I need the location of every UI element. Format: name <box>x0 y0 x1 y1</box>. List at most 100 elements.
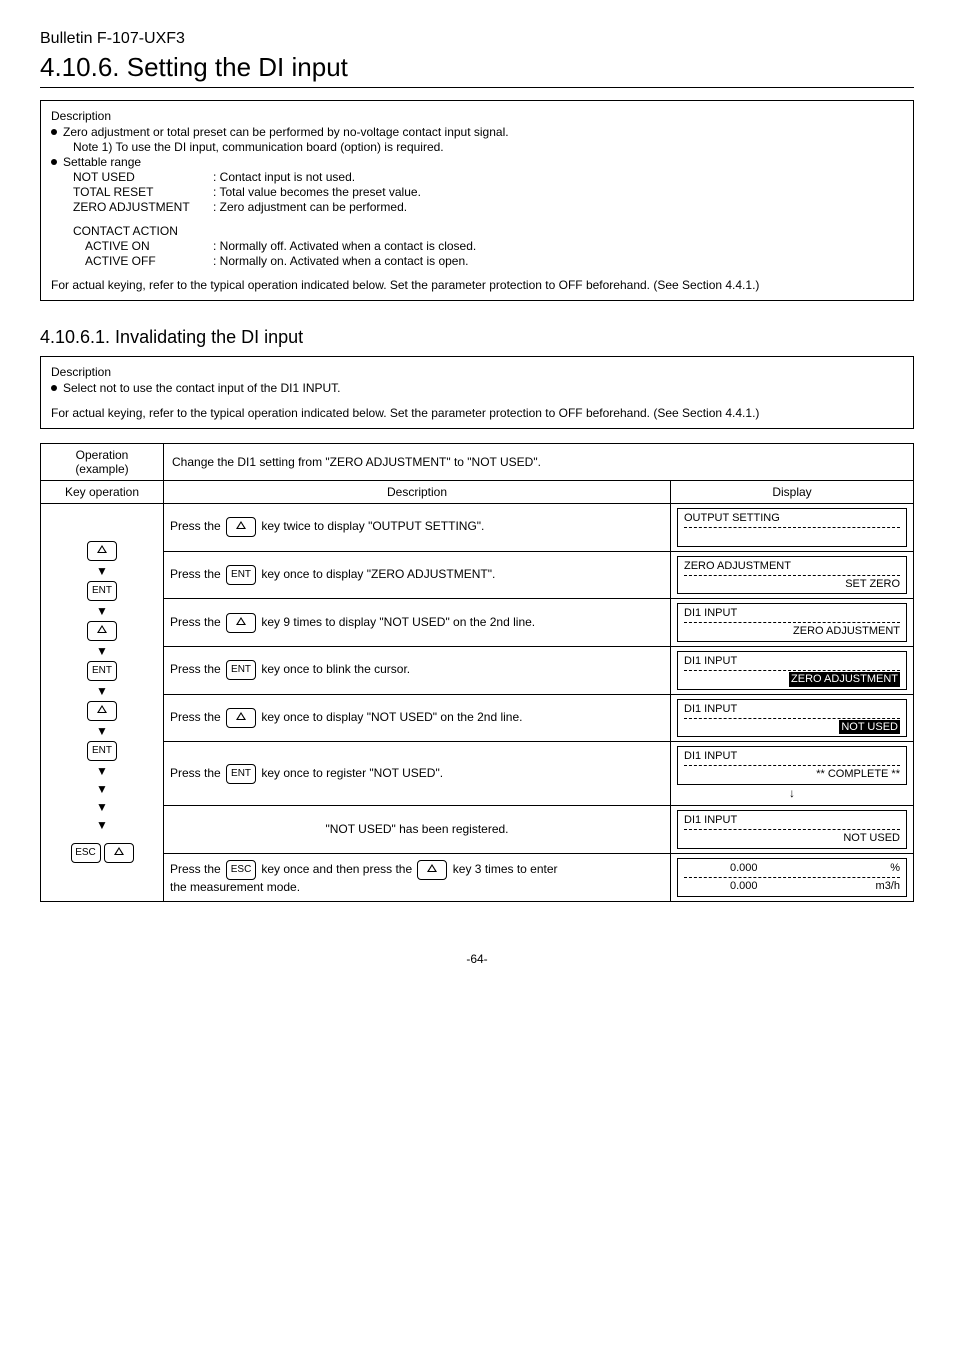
range-key: ZERO ADJUSTMENT <box>73 200 213 214</box>
lcd-inverted-text: NOT USED <box>839 720 900 735</box>
bullet-item: Select not to use the contact input of t… <box>51 381 903 395</box>
up-key-icon <box>87 541 117 561</box>
step-description: Press the ENT key once to register "NOT … <box>164 742 671 806</box>
desc-pre: Press the <box>170 862 224 876</box>
up-key-icon <box>104 843 134 863</box>
lcd-line2: ZERO ADJUSTMENT <box>684 624 900 639</box>
dashed-separator <box>684 829 900 830</box>
lcd-line2: ZERO ADJUSTMENT <box>684 672 900 687</box>
contact-action-label: CONTACT ACTION <box>73 224 903 238</box>
note-text: Note 1) To use the DI input, communicati… <box>73 140 903 154</box>
display-cell: 0.000 % 0.000 m3/h <box>671 853 914 901</box>
lcd-bottom-left: 0.000 <box>684 879 758 894</box>
lcd-display: DI1 INPUT ZERO ADJUSTMENT <box>677 603 907 642</box>
range-row: TOTAL RESET : Total value becomes the pr… <box>73 185 903 199</box>
bullet-dot-icon <box>51 385 57 391</box>
bullet-text: Zero adjustment or total preset can be p… <box>63 125 509 139</box>
range-val: : Total value becomes the preset value. <box>213 185 421 199</box>
desc-pre: Press the <box>170 615 224 629</box>
contact-row: ACTIVE OFF : Normally on. Activated when… <box>85 254 903 268</box>
operation-table: Operation (example) Change the DI1 setti… <box>40 443 914 902</box>
bullet-dot-icon <box>51 159 57 165</box>
ent-key-icon: ENT <box>87 661 117 681</box>
down-arrow-icon: ▼ <box>96 801 108 813</box>
down-arrow-icon: ▼ <box>96 725 108 737</box>
step-description: Press the ENT key once to display "ZERO … <box>164 551 671 599</box>
range-val: : Contact input is not used. <box>213 170 355 184</box>
down-arrow-icon: ▼ <box>96 565 108 577</box>
lcd-line1: DI1 INPUT <box>684 702 900 717</box>
display-cell: DI1 INPUT ZERO ADJUSTMENT <box>671 647 914 695</box>
lcd-top-right: % <box>890 861 900 876</box>
lcd-display: DI1 INPUT ** COMPLETE ** <box>677 746 907 785</box>
display-header: Display <box>671 481 914 504</box>
desc-mid: key once and then press the <box>258 862 415 876</box>
range-key: TOTAL RESET <box>73 185 213 199</box>
range-row: NOT USED : Contact input is not used. <box>73 170 903 184</box>
bullet-item: Zero adjustment or total preset can be p… <box>51 125 903 139</box>
page-number: -64- <box>40 952 914 966</box>
desc-pre: Press the <box>170 520 224 534</box>
display-cell: DI1 INPUT ZERO ADJUSTMENT <box>671 599 914 647</box>
lcd-display: DI1 INPUT NOT USED <box>677 699 907 738</box>
step-description: Press the key twice to display "OUTPUT S… <box>164 504 671 552</box>
up-key-icon <box>226 517 256 537</box>
down-arrow-icon: ▼ <box>96 605 108 617</box>
lcd-line2: SET ZERO <box>684 577 900 592</box>
desc-post: key once to blink the cursor. <box>258 663 410 677</box>
dashed-separator <box>684 527 900 528</box>
lcd-line2: NOT USED <box>684 831 900 846</box>
desc-pre: Press the <box>170 766 224 780</box>
display-cell: ZERO ADJUSTMENT SET ZERO <box>671 551 914 599</box>
desc-post: key once to register "NOT USED". <box>258 766 443 780</box>
ent-key-icon: ENT <box>87 741 117 761</box>
page-title: 4.10.6. Setting the DI input <box>40 52 914 83</box>
lcd-line1: DI1 INPUT <box>684 749 900 764</box>
display-cell: DI1 INPUT NOT USED <box>671 806 914 854</box>
lcd-line1: ZERO ADJUSTMENT <box>684 559 900 574</box>
up-key-icon <box>87 701 117 721</box>
down-arrow-icon: ▼ <box>96 685 108 697</box>
bullet-dot-icon <box>51 129 57 135</box>
operation-header-line2: (example) <box>75 462 128 476</box>
lcd-line1: DI1 INPUT <box>684 606 900 621</box>
description-box-2: Description Select not to use the contac… <box>40 356 914 429</box>
ent-key-icon: ENT <box>87 581 117 601</box>
bullet-text: Select not to use the contact input of t… <box>63 381 341 395</box>
display-cell: DI1 INPUT NOT USED <box>671 694 914 742</box>
key-operation-cell: ▼ ENT ▼ ▼ ENT ▼ ▼ ENT ▼ ▼ ▼ ▼ ESC <box>41 504 164 902</box>
desc-pre: Press the <box>170 710 224 724</box>
display-cell: DI1 INPUT ** COMPLETE ** ↓ <box>671 742 914 806</box>
step-description: Press the ESC key once and then press th… <box>164 853 671 901</box>
box-footer-text: For actual keying, refer to the typical … <box>51 406 903 420</box>
lcd-line1: DI1 INPUT <box>684 654 900 669</box>
up-key-icon <box>226 708 256 728</box>
step-description: "NOT USED" has been registered. <box>164 806 671 854</box>
operation-header-line1: Operation <box>76 448 129 462</box>
lcd-line2: ** COMPLETE ** <box>684 767 900 782</box>
down-arrow-icon: ↓ <box>677 786 907 800</box>
desc-post: key once to display "NOT USED" on the 2n… <box>258 710 522 724</box>
lcd-line1: OUTPUT SETTING <box>684 511 900 526</box>
desc-pre: Press the <box>170 663 224 677</box>
dashed-separator <box>684 575 900 576</box>
description-header: Description <box>164 481 671 504</box>
dashed-separator <box>684 718 900 719</box>
contact-val: : Normally off. Activated when a contact… <box>213 239 476 253</box>
up-key-icon <box>417 860 447 880</box>
lcd-display: DI1 INPUT ZERO ADJUSTMENT <box>677 651 907 690</box>
ent-key-icon: ENT <box>226 565 256 585</box>
step-description: Press the ENT key once to blink the curs… <box>164 647 671 695</box>
ent-key-icon: ENT <box>226 764 256 784</box>
step-description: Press the key once to display "NOT USED"… <box>164 694 671 742</box>
contact-val: : Normally on. Activated when a contact … <box>213 254 468 268</box>
up-key-icon <box>226 613 256 633</box>
desc-pre: Press the <box>170 567 224 581</box>
description-box-1: Description Zero adjustment or total pre… <box>40 100 914 301</box>
display-cell: OUTPUT SETTING <box>671 504 914 552</box>
lcd-top-left: 0.000 <box>684 861 758 876</box>
down-arrow-icon: ▼ <box>96 765 108 777</box>
contact-row: ACTIVE ON : Normally off. Activated when… <box>85 239 903 253</box>
desc-post: key twice to display "OUTPUT SETTING". <box>258 520 484 534</box>
dashed-separator <box>684 877 900 878</box>
